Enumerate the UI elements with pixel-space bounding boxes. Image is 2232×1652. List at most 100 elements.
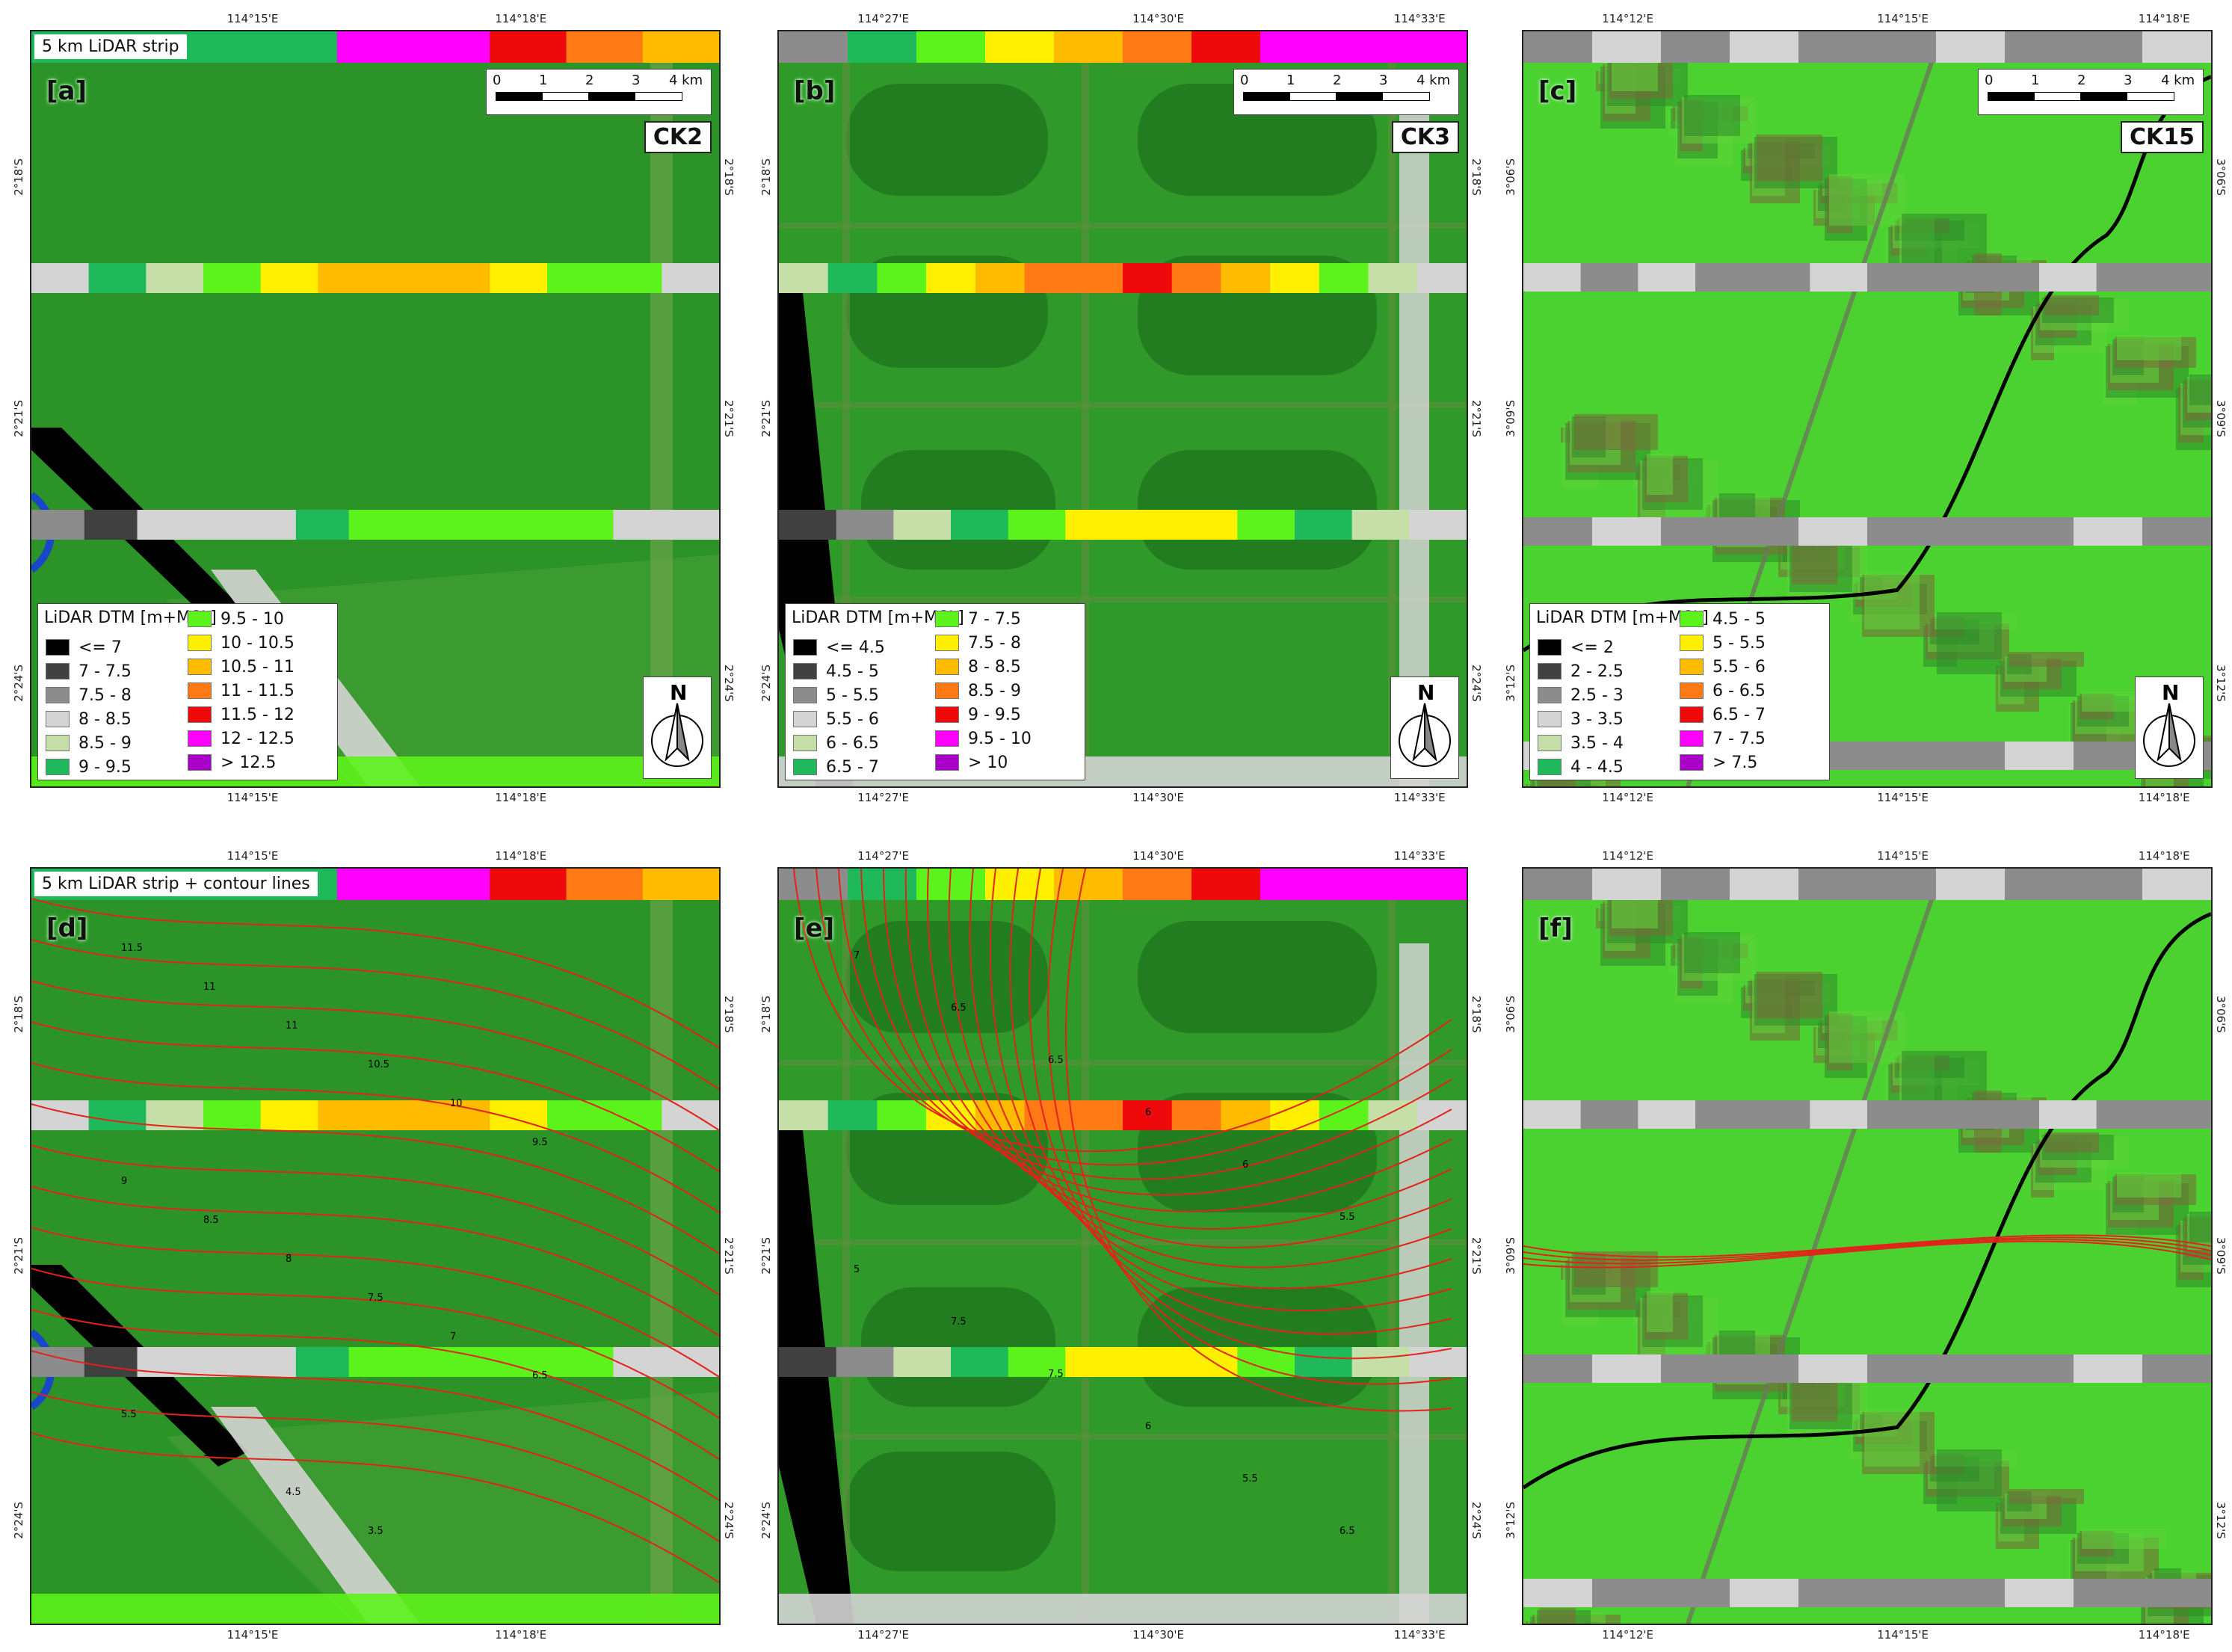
field-patch (2189, 1212, 2211, 1242)
lidar-strip-cell (1237, 510, 1295, 540)
lidar-strip-cell (507, 510, 561, 540)
lidar-strip-cell (1580, 263, 1639, 292)
lidar-strip-cell (1810, 1100, 1868, 1129)
lidar-strip-cell (1523, 1579, 1593, 1607)
lidar-strip-cell (1123, 263, 1173, 293)
contour-line (31, 898, 719, 1049)
field-patch (2009, 1489, 2084, 1504)
right-latitude-label: 2°24'S (722, 664, 736, 702)
right-latitude-label: 2°18'S (722, 158, 736, 196)
left-latitude-label: 3°09'S (1504, 1237, 1517, 1275)
lidar-strip-cell (2154, 263, 2211, 292)
legend-label: 11 - 11.5 (221, 681, 295, 700)
legend-swatch (1680, 706, 1704, 723)
lidar-strip-cell (613, 510, 668, 540)
legend-label: 9 - 9.5 (78, 757, 132, 777)
contour-line (31, 1309, 719, 1460)
lidar-strip-cell (1695, 1100, 1754, 1129)
scale-label: 4 km (669, 73, 703, 88)
lidar-top-strip-cell (1398, 31, 1467, 63)
north-arrow-icon: N (651, 680, 703, 767)
lidar-strip-cell (1073, 263, 1123, 293)
legend-swatch (793, 687, 817, 703)
lidar-strip-cell (1924, 1100, 1983, 1129)
legend-item: 2 - 2.5 (1538, 661, 1624, 682)
legend-label: 4.5 - 5 (826, 662, 879, 681)
lidar-strip-cell (432, 1100, 491, 1130)
field-patch (1937, 1449, 2002, 1511)
field-patch (1902, 1051, 1987, 1108)
legend-item: 7 - 7.5 (46, 661, 132, 682)
lidar-strip-cell (1936, 517, 2006, 546)
legend-label: 6.5 - 7 (826, 757, 879, 777)
right-latitude-label: 3°06'S (2214, 996, 2228, 1033)
lidar-strip-cell (2096, 1100, 2155, 1129)
bottom-longitude-label: 114°18'E (495, 791, 547, 804)
lidar-strip-cell (295, 1347, 350, 1377)
scale-label: 1 (539, 73, 548, 88)
lidar-top-strip-cell (1730, 31, 1799, 63)
legend-swatch (935, 611, 959, 627)
legend-label: 8.5 - 9 (78, 733, 132, 753)
top-longitude-label: 114°33'E (1393, 12, 1446, 25)
lidar-strip-cell (604, 1100, 663, 1130)
lidar-strip-cell (1123, 1100, 1173, 1130)
lidar-strip-cell (2154, 1100, 2211, 1129)
lidar-strip-cell (1008, 1347, 1067, 1377)
contour-line (31, 1350, 719, 1501)
bottom-longitude-label: 114°12'E (1602, 1628, 1654, 1642)
field-patch (1757, 972, 1822, 1018)
lidar-strip-cell (1270, 1100, 1320, 1130)
arrow-right (676, 703, 690, 762)
right-latitude-label: 2°24'S (1470, 664, 1483, 702)
legend-swatch (793, 639, 817, 656)
arrow-left (1412, 703, 1425, 762)
contour-line (904, 869, 1452, 1230)
left-latitude-label: 2°24'S (12, 1501, 25, 1539)
lidar-top-strip-cell (2074, 869, 2143, 900)
field-patch (1574, 414, 1658, 450)
lidar-strip-cell (2142, 1579, 2211, 1607)
scale-segment (635, 92, 682, 101)
lidar-strip-cell (1592, 1579, 1662, 1607)
left-latitude-label: 2°21'S (759, 400, 773, 437)
north-arrow: N (2135, 676, 2204, 779)
light-vertical-strip (1399, 943, 1429, 1624)
contour-label: 5.5 (1242, 1473, 1258, 1485)
legend-label: 9 - 9.5 (968, 705, 1021, 724)
field-patch (1684, 95, 1740, 136)
lidar-strip-cell (1592, 1354, 1662, 1383)
contour-line (31, 980, 719, 1131)
lidar-strip-cell (2142, 1354, 2211, 1383)
right-latitude-label: 2°21'S (722, 1237, 736, 1275)
legend-item: <= 2 (1538, 637, 1614, 658)
contour-label: 7 (854, 950, 860, 961)
legend-swatch (935, 682, 959, 699)
north-arrow: N (1390, 676, 1459, 779)
lidar-strip-cell (547, 1100, 605, 1130)
contour-line (1523, 1239, 2211, 1265)
lidar-top-strip-cell (566, 31, 644, 63)
lidar-top-strip-cell (985, 31, 1055, 63)
contour-label: 6.5 (1339, 1526, 1355, 1537)
lidar-top-strip-cell (1260, 869, 1330, 900)
field-patch (2082, 1529, 2166, 1549)
north-label: N (2162, 680, 2179, 705)
lidar-strip-cell (1368, 1100, 1419, 1130)
lidar-strip-cell (375, 263, 434, 293)
legend-swatch (1680, 682, 1704, 699)
lidar-top-strip-cell (1398, 869, 1467, 900)
lidar-strip-cell (295, 510, 350, 540)
lidar-strip-cell (560, 510, 614, 540)
contour-line (31, 1021, 719, 1172)
legend-swatch (46, 663, 70, 679)
legend-item: 7 - 7.5 (1680, 728, 1766, 749)
legend-label: > 12.5 (221, 753, 277, 772)
lidar-top-strip-cell (1523, 31, 1593, 63)
lidar-strip-cell (1580, 1100, 1639, 1129)
lidar-top-strip-cell (1523, 869, 1593, 900)
lidar-strip-cell (1295, 510, 1353, 540)
legend-swatch (188, 611, 212, 627)
scale-label: 0 (1240, 73, 1249, 88)
